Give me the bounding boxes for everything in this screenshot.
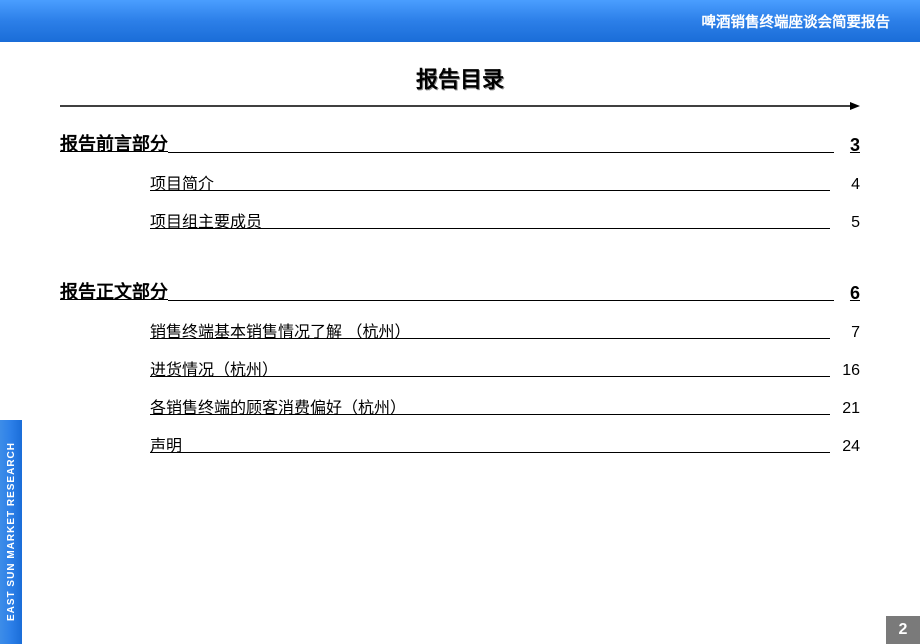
- toc-sub-row: 进货情况（杭州） 16: [150, 356, 860, 380]
- toc-title: 报告目录: [60, 62, 860, 94]
- toc-sub-page: 4: [836, 176, 860, 194]
- toc-sub-title: 声明: [150, 432, 182, 456]
- toc-section-page: 3: [840, 135, 860, 156]
- toc-sub-row: 项目组主要成员 5: [150, 208, 860, 232]
- toc-fill-line: [214, 190, 830, 191]
- page-number-box: 2: [886, 616, 920, 644]
- toc-sub-page: 7: [836, 324, 860, 342]
- toc-section-title: 报告前言部分: [60, 130, 168, 156]
- toc-content: 报告目录 报告前言部分 3 项目简介 4 项目组主要成员 5 报告正文部分 6 …: [0, 42, 920, 456]
- toc-sub-title: 销售终端基本销售情况了解 （杭州）: [150, 318, 410, 342]
- toc-fill-line: [182, 452, 830, 453]
- arrow-divider: [60, 100, 860, 112]
- toc-sub-title: 项目组主要成员: [150, 208, 262, 232]
- toc-fill-line: [168, 152, 834, 153]
- toc-sub-row: 各销售终端的顾客消费偏好（杭州） 21: [150, 394, 860, 418]
- toc-sub-page: 16: [836, 362, 860, 380]
- page-number: 2: [899, 621, 908, 639]
- toc-sub-page: 24: [836, 438, 860, 456]
- toc-fill-line: [168, 300, 834, 301]
- header-title: 啤酒销售终端座谈会简要报告: [702, 11, 891, 32]
- side-bar: EAST SUN MARKET RESEARCH: [0, 420, 22, 644]
- toc-sub-row: 销售终端基本销售情况了解 （杭州） 7: [150, 318, 860, 342]
- toc-sub-page: 21: [836, 400, 860, 418]
- side-bar-text: EAST SUN MARKET RESEARCH: [6, 442, 17, 621]
- toc-fill-line: [278, 376, 830, 377]
- toc-fill-line: [262, 228, 830, 229]
- toc-fill-line: [406, 414, 830, 415]
- toc-sub-row: 项目简介 4: [150, 170, 860, 194]
- toc-fill-line: [410, 338, 830, 339]
- toc-section-title: 报告正文部分: [60, 278, 168, 304]
- toc-sub-title: 各销售终端的顾客消费偏好（杭州）: [150, 394, 406, 418]
- header-bar: 啤酒销售终端座谈会简要报告: [0, 0, 920, 42]
- toc-section-page: 6: [840, 283, 860, 304]
- toc-sub-title: 项目简介: [150, 170, 214, 194]
- toc-section-row: 报告正文部分 6: [60, 278, 860, 304]
- toc-sub-title: 进货情况（杭州）: [150, 356, 278, 380]
- toc-sub-page: 5: [836, 214, 860, 232]
- toc-sub-row: 声明 24: [150, 432, 860, 456]
- toc-section-row: 报告前言部分 3: [60, 130, 860, 156]
